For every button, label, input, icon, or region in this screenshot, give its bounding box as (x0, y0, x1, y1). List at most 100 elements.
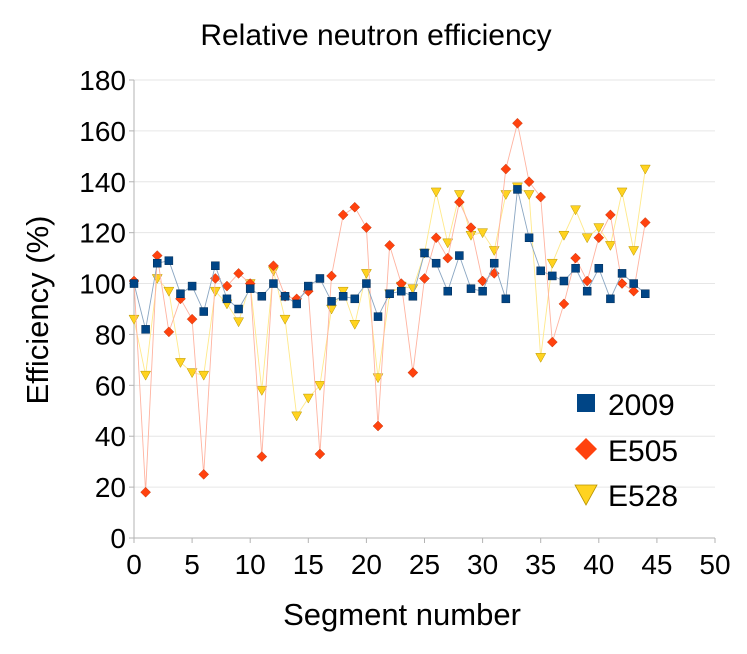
data-point-2009 (141, 325, 150, 334)
y-tick-label: 180 (79, 65, 126, 96)
data-point-e505 (535, 191, 546, 203)
data-point-e505 (372, 420, 384, 432)
x-tick-label: 45 (641, 549, 672, 580)
series-line-2009 (133, 189, 646, 330)
data-point-e505 (361, 222, 372, 233)
data-point-e505 (337, 209, 349, 221)
data-point-2009 (594, 264, 604, 273)
data-point-e528 (291, 411, 303, 422)
y-tick-label: 20 (95, 472, 126, 503)
data-point-e505 (628, 285, 639, 297)
y-tick-label: 140 (79, 167, 126, 198)
data-point-2009 (280, 292, 290, 301)
data-point-2009 (478, 286, 487, 296)
data-point-e505 (198, 469, 210, 480)
data-point-e505 (558, 298, 570, 310)
data-point-2009 (582, 286, 592, 296)
data-point-e505 (547, 336, 558, 348)
data-point-e528 (175, 358, 186, 368)
legend: 2009 E505 E528 (574, 389, 678, 513)
data-point-2009 (513, 185, 522, 194)
data-point-2009 (548, 271, 557, 281)
x-tick-label: 15 (293, 549, 324, 580)
data-point-e505 (454, 196, 465, 208)
data-point-e505 (593, 232, 605, 244)
data-point-2009 (501, 294, 511, 304)
x-tick-label: 10 (235, 549, 266, 580)
y-tick-label: 60 (95, 370, 126, 401)
x-tick-label: 20 (351, 549, 382, 580)
data-point-e505 (233, 268, 244, 279)
data-point-2009 (524, 233, 534, 243)
data-point-e528 (302, 393, 314, 404)
legend-label-2009: 2009 (608, 389, 675, 422)
data-point-e528 (558, 230, 570, 241)
data-point-e528 (128, 314, 140, 325)
data-point-e505 (384, 240, 395, 251)
data-point-2009 (292, 299, 301, 309)
data-point-e505 (186, 313, 198, 325)
legend-symbol-e528 (574, 484, 598, 506)
data-point-e505 (512, 117, 523, 129)
data-point-2009 (373, 312, 383, 321)
y-tick-label: 160 (79, 116, 126, 147)
y-tick-label: 80 (95, 319, 126, 350)
data-point-e528 (140, 370, 152, 381)
data-point-2009 (234, 304, 243, 314)
data-point-2009 (187, 281, 197, 291)
data-point-e505 (465, 222, 477, 233)
data-point-e505 (605, 209, 616, 221)
data-point-2009 (385, 289, 394, 298)
data-point-e528 (604, 241, 616, 251)
data-point-e505 (256, 451, 268, 462)
data-point-2009 (152, 258, 162, 268)
data-point-e528 (163, 286, 175, 297)
x-tick-label: 35 (525, 549, 556, 580)
data-point-e528 (279, 314, 291, 325)
data-point-e528 (198, 370, 210, 381)
data-point-e528 (430, 187, 442, 198)
data-point-e505 (581, 275, 593, 287)
data-point-e528 (488, 246, 500, 256)
data-point-2009 (420, 248, 429, 258)
data-point-2009 (443, 286, 452, 296)
series-line-e505 (133, 123, 646, 493)
x-tick-label: 40 (583, 549, 614, 580)
data-point-e528 (523, 190, 535, 201)
data-point-e528 (209, 286, 221, 297)
x-tick-label: 30 (467, 549, 498, 580)
y-tick-label: 100 (79, 269, 126, 300)
data-point-e528 (477, 228, 489, 239)
data-point-2009 (362, 279, 371, 288)
data-point-e528 (628, 246, 640, 256)
data-point-e505 (268, 260, 279, 272)
data-point-2009 (397, 286, 406, 296)
data-point-e528 (233, 317, 245, 328)
data-point-e505 (616, 278, 628, 289)
data-point-2009 (629, 279, 638, 288)
axis-layer: 0 20 40 60 80 100 120 140 160 180 0 5 10 15 20 25 30 35 40… (79, 65, 730, 580)
data-point-2009 (641, 289, 650, 298)
x-axis-title: Segment number (283, 597, 521, 632)
legend-symbol-2009 (577, 394, 595, 412)
data-point-e528 (186, 368, 198, 379)
data-point-e505 (419, 273, 430, 284)
legend-entry-e505: E505 (575, 435, 678, 468)
data-point-e505 (477, 275, 488, 287)
data-point-2009 (466, 284, 476, 293)
data-point-2009 (269, 279, 278, 288)
y-tick-label: 40 (95, 421, 126, 452)
data-point-2009 (571, 264, 580, 273)
data-point-e505 (442, 252, 454, 264)
series-2009 (129, 185, 650, 334)
data-point-2009 (211, 261, 220, 270)
data-point-e528 (593, 223, 605, 234)
legend-label-e505: E505 (608, 435, 678, 468)
data-point-e528 (570, 205, 581, 216)
y-tick-label: 0 (110, 523, 126, 554)
data-point-e505 (326, 270, 337, 282)
data-point-2009 (617, 269, 627, 278)
data-point-2009 (164, 256, 174, 265)
data-point-e505 (314, 448, 326, 460)
